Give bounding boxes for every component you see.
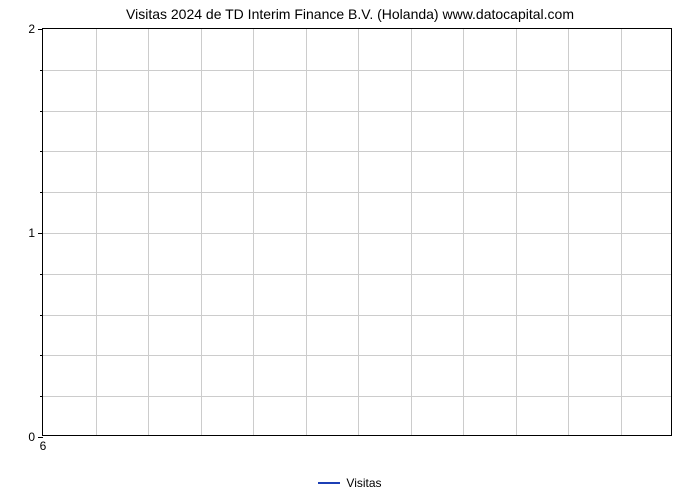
gridline-horizontal [43,111,671,112]
gridline-horizontal [43,233,671,234]
y-minor-tick-mark [40,355,43,356]
y-minor-tick-mark [40,151,43,152]
y-minor-tick-mark [40,315,43,316]
gridline-vertical [201,29,202,435]
gridline-horizontal [43,70,671,71]
y-tick-label: 2 [28,22,35,36]
gridline-vertical [358,29,359,435]
y-tick-label: 1 [28,226,35,240]
gridline-horizontal [43,192,671,193]
gridline-horizontal [43,396,671,397]
y-tick-mark [38,437,43,438]
gridline-vertical [621,29,622,435]
y-tick-mark [38,29,43,30]
chart-container: Visitas 2024 de TD Interim Finance B.V. … [0,0,700,500]
gridline-horizontal [43,355,671,356]
gridline-vertical [96,29,97,435]
y-minor-tick-mark [40,274,43,275]
gridline-vertical [411,29,412,435]
legend-swatch [318,482,340,484]
chart-title: Visitas 2024 de TD Interim Finance B.V. … [0,6,700,22]
x-tick-label: 6 [40,439,47,453]
gridline-horizontal [43,315,671,316]
gridline-vertical [253,29,254,435]
gridline-vertical [463,29,464,435]
y-tick-label: 0 [28,430,35,444]
gridline-vertical [568,29,569,435]
y-minor-tick-mark [40,111,43,112]
legend: Visitas [0,476,700,490]
y-minor-tick-mark [40,70,43,71]
legend-label: Visitas [346,476,381,490]
gridline-vertical [306,29,307,435]
gridline-horizontal [43,274,671,275]
gridline-vertical [516,29,517,435]
plot-area: 0126 [42,28,672,436]
gridline-horizontal [43,151,671,152]
gridline-vertical [148,29,149,435]
y-minor-tick-mark [40,396,43,397]
y-minor-tick-mark [40,192,43,193]
y-tick-mark [38,233,43,234]
